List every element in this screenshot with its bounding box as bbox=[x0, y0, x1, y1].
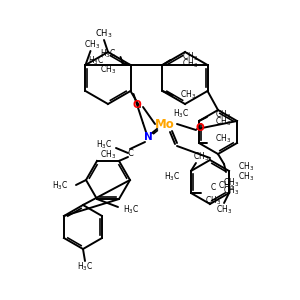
Text: H$_3$C: H$_3$C bbox=[52, 180, 68, 192]
Text: H$_3$C: H$_3$C bbox=[88, 55, 104, 67]
Text: CH$_3$: CH$_3$ bbox=[100, 149, 116, 161]
Text: CH$_3$: CH$_3$ bbox=[238, 161, 254, 173]
Text: CH$_3$: CH$_3$ bbox=[216, 204, 232, 216]
Text: O: O bbox=[133, 100, 141, 110]
Text: CH$_3$: CH$_3$ bbox=[238, 171, 254, 183]
Text: H$_3$C: H$_3$C bbox=[77, 261, 93, 273]
Text: C: C bbox=[210, 184, 216, 193]
Text: CH$_3$: CH$_3$ bbox=[100, 64, 116, 76]
Text: CH$_3$: CH$_3$ bbox=[215, 109, 231, 121]
Text: O: O bbox=[196, 123, 204, 133]
Text: CH$_3$: CH$_3$ bbox=[193, 151, 209, 163]
Text: CH$_3$: CH$_3$ bbox=[223, 185, 239, 197]
Text: H$_3$C: H$_3$C bbox=[100, 48, 116, 60]
Text: H$_3$C: H$_3$C bbox=[173, 108, 189, 120]
Text: N: N bbox=[144, 132, 152, 142]
Text: CH$_3$: CH$_3$ bbox=[223, 177, 239, 189]
Text: CH$_3$: CH$_3$ bbox=[181, 89, 196, 101]
Text: CH$_3$: CH$_3$ bbox=[182, 58, 199, 70]
Text: CH$_3$: CH$_3$ bbox=[218, 180, 234, 192]
Text: H$_3$C: H$_3$C bbox=[164, 171, 180, 183]
Text: H$_3$C: H$_3$C bbox=[96, 139, 112, 151]
Text: CH$_3$: CH$_3$ bbox=[84, 39, 101, 51]
Text: CH$_3$: CH$_3$ bbox=[95, 28, 113, 40]
Text: H$_3$C: H$_3$C bbox=[123, 204, 139, 216]
Text: CH$_3$: CH$_3$ bbox=[182, 51, 199, 63]
Text: CH$_3$: CH$_3$ bbox=[215, 116, 231, 128]
Text: C: C bbox=[127, 148, 133, 158]
Text: CH$_3$: CH$_3$ bbox=[215, 133, 231, 145]
Text: CH$_3$: CH$_3$ bbox=[205, 195, 221, 207]
Text: Mo: Mo bbox=[155, 118, 175, 130]
